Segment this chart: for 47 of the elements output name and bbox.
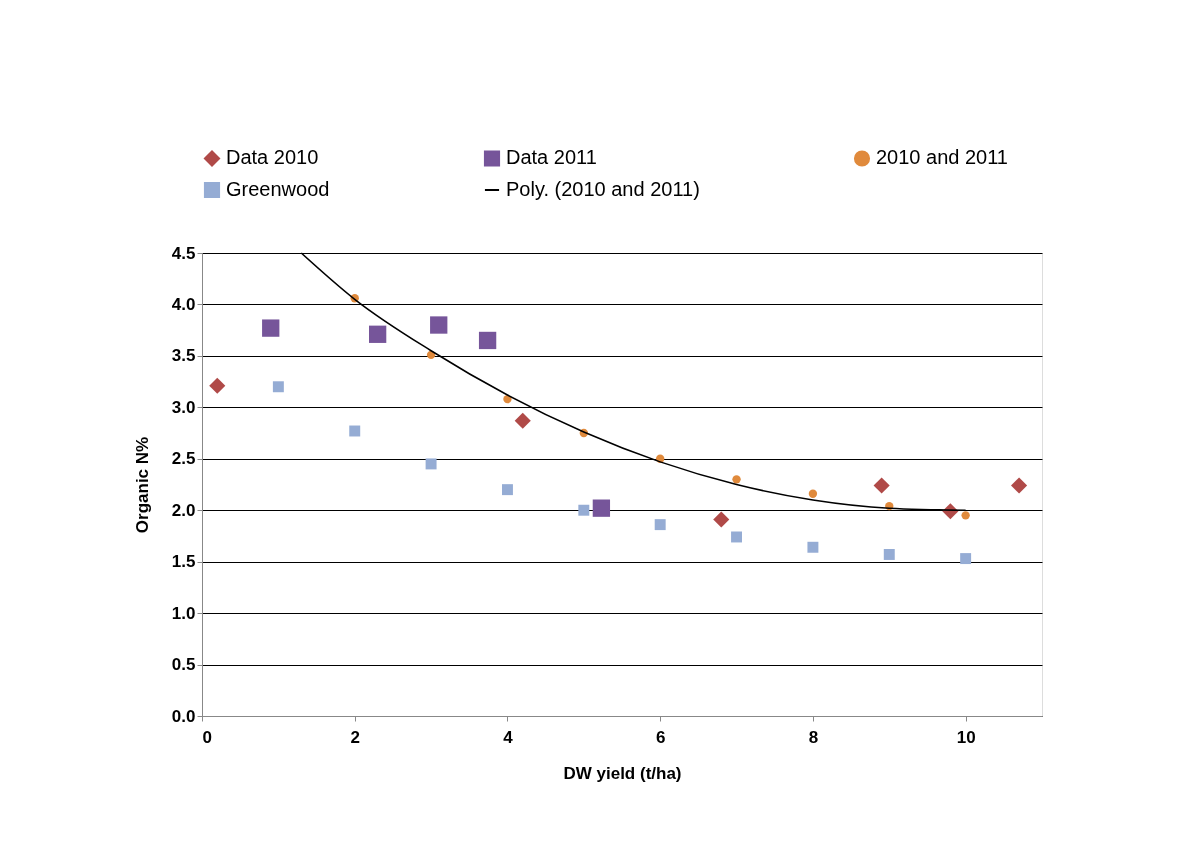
y-tick-label: 2.5 [171, 449, 196, 469]
legend-label: 2010 and 2011 [876, 146, 1008, 169]
y-tick-label: 2.0 [171, 500, 196, 520]
legend-label: Poly. (2010 and 2011) [506, 178, 700, 200]
point [209, 377, 226, 394]
point [478, 331, 497, 350]
point [960, 553, 972, 565]
point [654, 519, 666, 531]
point [883, 548, 895, 560]
x-tick-label: 2 [350, 727, 360, 747]
y-tick-label: 0.0 [171, 706, 196, 726]
point [425, 458, 437, 470]
y-tick-label: 3.5 [171, 346, 196, 366]
point [732, 475, 741, 484]
x-tick-label: 6 [655, 727, 666, 747]
point [808, 489, 818, 498]
y-tick-label: 3.0 [171, 397, 196, 417]
point [1011, 477, 1028, 494]
x-tick-label: 0 [202, 727, 212, 747]
point [873, 477, 890, 494]
y-tick-label: 4.0 [171, 294, 196, 314]
point [503, 394, 512, 404]
point [961, 511, 970, 520]
y-tick-label: 1.0 [171, 603, 196, 623]
y-axis-title: Organic N% [132, 436, 152, 534]
point [713, 511, 730, 528]
x-tick-label: 4 [503, 727, 514, 747]
legend-label: Data 2011 [506, 146, 597, 169]
legend-label: Data 2010 [226, 146, 319, 169]
point [807, 541, 819, 553]
point [262, 319, 280, 337]
point [272, 381, 284, 393]
point [578, 504, 590, 516]
x-tick-label: 8 [808, 727, 819, 747]
x-tick-label: 10 [956, 727, 976, 747]
x-axis-title: DW yield (t/ha) [563, 763, 682, 783]
point [349, 425, 361, 437]
point [368, 325, 387, 343]
point [514, 412, 531, 429]
point [501, 484, 513, 496]
point [430, 316, 448, 334]
y-tick-label: 0.5 [171, 655, 196, 675]
point [731, 531, 743, 543]
legend-label: Greenwood [226, 178, 330, 200]
point [592, 499, 611, 517]
y-tick-label: 1.5 [171, 552, 196, 572]
y-tick-label: 4.5 [171, 243, 196, 263]
